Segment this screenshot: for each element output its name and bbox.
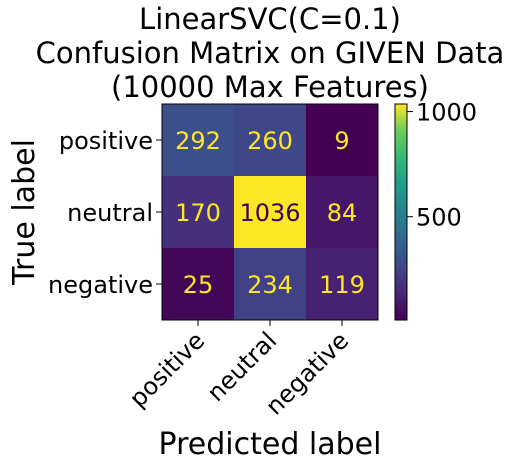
y-tick-label: negative [48, 271, 153, 299]
cell-value-label: 9 [334, 127, 349, 155]
cell-value-label: 1036 [239, 199, 300, 227]
y-axis-ticks: positive neutral negative [48, 127, 162, 299]
chart-title-line-1: LinearSVC(C=0.1) [139, 2, 401, 36]
colorbar: 500 1000 [394, 99, 477, 321]
chart-title-line-3: (10000 Max Features) [111, 70, 429, 104]
cell-value-label: 25 [183, 271, 214, 299]
heatmap-cell [306, 248, 378, 320]
heatmap-cell [162, 248, 234, 320]
cell-value-label: 234 [247, 271, 293, 299]
colorbar-gradient [394, 103, 408, 321]
y-tick-label: positive [59, 127, 153, 155]
heatmap-cell [234, 104, 306, 176]
cell-value-label: 170 [175, 199, 221, 227]
colorbar-ticks: 500 1000 [407, 99, 477, 232]
cell-value-label: 292 [175, 127, 221, 155]
cell-value-label: 260 [247, 127, 293, 155]
colorbar-tick-label: 500 [416, 204, 462, 232]
y-axis-label: True label [7, 139, 42, 286]
cell-value-label: 84 [327, 199, 358, 227]
chart-title-line-2: Confusion Matrix on GIVEN Data [36, 36, 505, 70]
heatmap-cells [162, 104, 378, 320]
heatmap-cell [306, 104, 378, 176]
y-tick-label: neutral [67, 199, 153, 227]
heatmap-cell [162, 104, 234, 176]
cell-value-label: 119 [319, 271, 365, 299]
colorbar-tick-label: 1000 [416, 99, 477, 127]
heatmap-cell [306, 176, 378, 248]
heatmap-cell [234, 248, 306, 320]
heatmap-cell-labels: 292 260 9 170 1036 84 25 234 119 [175, 127, 365, 299]
x-axis-label: Predicted label [159, 427, 382, 462]
heatmap-cell [162, 176, 234, 248]
heatmap-cell [234, 176, 306, 248]
x-tick-label: positive [124, 326, 210, 412]
chart-title: LinearSVC(C=0.1) Confusion Matrix on GIV… [36, 2, 505, 104]
